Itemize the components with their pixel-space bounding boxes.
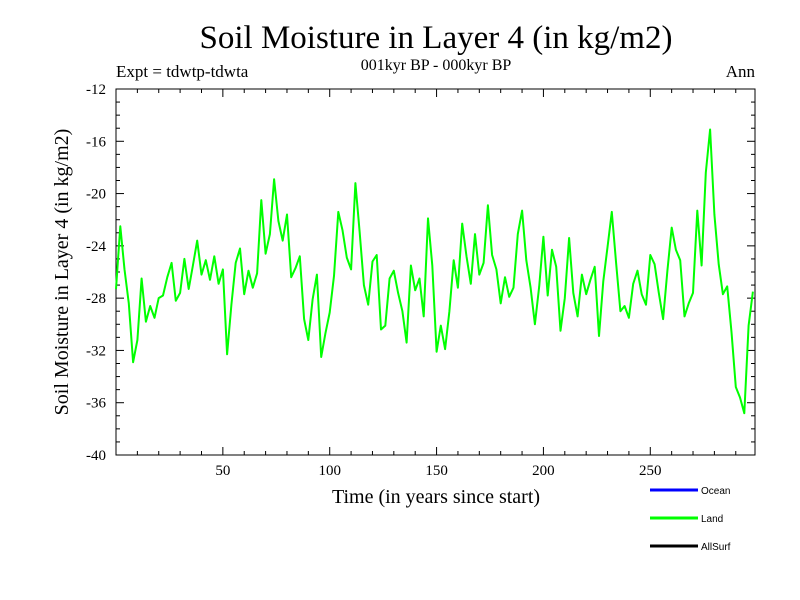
experiment-label: Expt = tdwtp-tdwta (116, 62, 249, 81)
y-axis-label: Soil Moisture in Layer 4 (in kg/m2) (51, 129, 73, 416)
y-tick-label: -24 (86, 239, 106, 255)
y-tick-label: -32 (86, 343, 106, 359)
y-tick-label: -12 (86, 82, 106, 98)
series-layer (115, 128, 754, 415)
legend-label-allsurf: AllSurf (701, 542, 731, 553)
legend-label-ocean: Ocean (701, 486, 730, 497)
x-tick-label: 250 (639, 463, 662, 479)
y-tick-label: -20 (86, 187, 106, 203)
y-tick-label: -16 (86, 134, 106, 150)
period-label: Ann (726, 62, 756, 81)
y-tick-label: -36 (86, 396, 106, 412)
x-tick-label: 50 (215, 463, 230, 479)
axis-ticks: 50 100 150 200 250 -40 -36 -32 -28 -24 -20 -16 -12 (86, 82, 755, 479)
series-line-land (115, 128, 754, 415)
legend: Ocean Land AllSurf (650, 486, 731, 553)
chart-subtitle: 001kyr BP - 000kyr BP (361, 57, 512, 74)
x-tick-label: 100 (318, 463, 341, 479)
y-tick-label: -28 (86, 291, 106, 307)
x-tick-label: 150 (425, 463, 448, 479)
x-axis-label: Time (in years since start) (332, 486, 540, 508)
chart-title: Soil Moisture in Layer 4 (in kg/m2) (200, 20, 673, 56)
legend-label-land: Land (701, 514, 723, 525)
x-tick-label: 200 (532, 463, 555, 479)
y-tick-label: -40 (86, 448, 106, 464)
